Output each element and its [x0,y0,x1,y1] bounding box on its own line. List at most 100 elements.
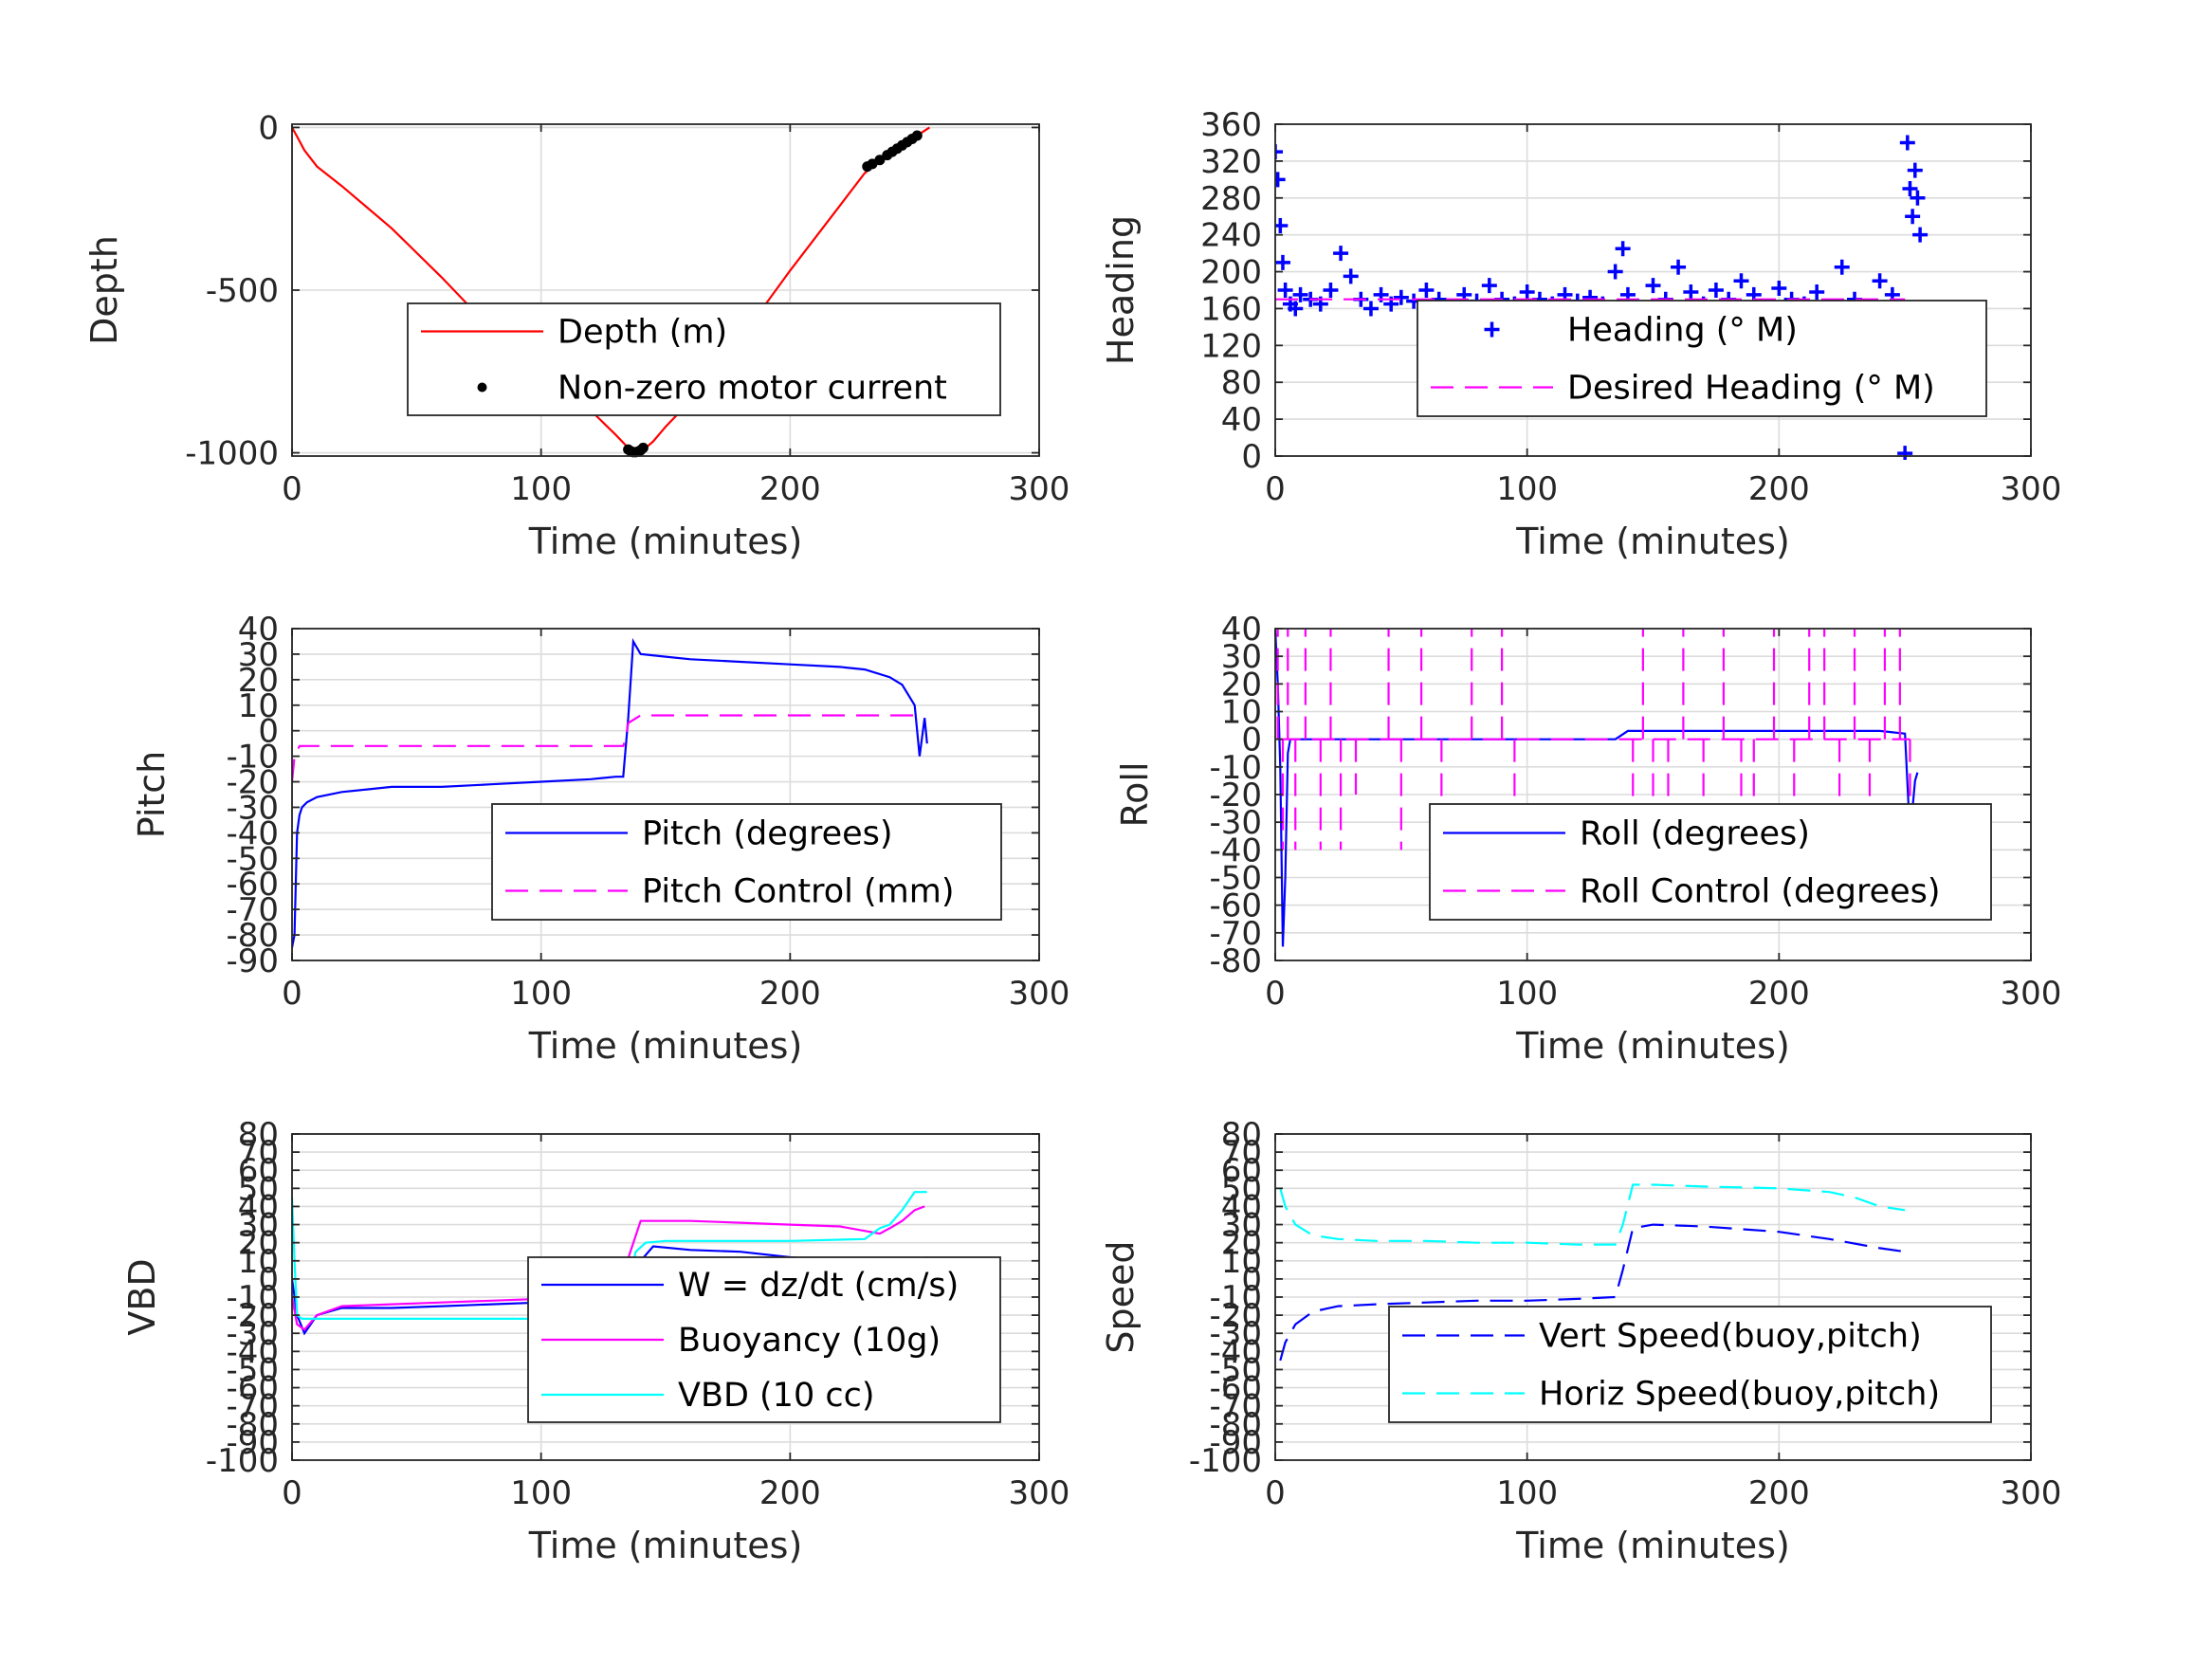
y-tick-label: -40 [226,814,279,852]
legend-box [1417,300,1987,417]
series-group [1279,1183,1906,1362]
y-tick-label: -50 [1209,1351,1262,1389]
y-tick-label: -60 [1209,1370,1262,1408]
y-tick-label: 20 [238,662,279,700]
data-point [1683,283,1699,300]
axes-frame [291,628,1040,961]
y-tick-label: -30 [226,789,279,827]
y-tick-label: 20 [238,1225,279,1263]
data-point [637,442,649,453]
series-line-pitch-1 [292,714,920,782]
y-tick-label: -1000 [185,435,279,473]
x-axis-label: Time (minutes) [1515,521,1790,562]
y-tick-label: 80 [1221,364,1262,402]
y-axis-label: Pitch [131,751,173,839]
series-line-vbd-2 [292,1191,927,1321]
x-tick-label: 300 [1009,975,1070,1013]
y-tick-label: -70 [226,891,279,929]
y-tick-label: 80 [1221,1116,1262,1154]
data-point [1910,190,1926,206]
legend: Heading (° M) Desired Heading (° M) [1417,300,1987,417]
y-tick-label: -500 [206,272,279,310]
chart-depth: 0 100 200 300 0 -500 -1000 Time (minutes) Depth D… [83,109,1069,562]
y-tick-label: -10 [1209,1279,1262,1317]
x-tick-label: 300 [1009,1474,1070,1512]
legend-label: Roll Control (degrees) [1580,873,1941,911]
y-axis-label: VBD [121,1258,163,1335]
legend-box [491,803,1002,921]
data-point [1288,301,1304,317]
chart-vbd: 0 100 200 30080706050403020100-10-20-30-40-… [121,1116,1069,1566]
y-axis-label: Roll [1114,761,1156,827]
legend: Roll (degrees) Roll Control (degrees) [1429,803,1992,921]
data-point [1418,283,1435,298]
data-point [1897,446,1913,460]
data-point [1834,259,1850,275]
y-tick-label: 40 [238,1188,279,1226]
x-axis-label: Time (minutes) [528,521,803,562]
x-tick-label: 0 [282,975,302,1013]
x-tick-label: 0 [282,1474,302,1512]
data-point [1481,278,1497,294]
y-tick-label: 200 [1200,254,1262,292]
y-tick-label: -40 [1209,1333,1262,1371]
y-axis-label: Depth [83,235,125,345]
data-point [1607,264,1623,280]
data-point [1671,259,1687,275]
data-point [1292,286,1308,302]
x-tick-label: 200 [759,1474,821,1512]
x-axis-label: Time (minutes) [1515,1025,1790,1067]
y-tick-label: 40 [1221,1188,1262,1226]
y-tick-label: -10 [226,1279,279,1317]
data-point [1733,273,1749,289]
y-tick-label: -30 [226,1315,279,1353]
data-point [1333,246,1349,262]
y-tick-label: -70 [226,1388,279,1426]
y-tick-label: 40 [1221,611,1262,649]
y-tick-label: 240 [1200,217,1262,255]
legend-label: Horiz Speed(buoy,pitch) [1539,1376,1940,1414]
data-point [874,155,886,166]
x-axis-label: Time (minutes) [528,1025,803,1067]
legend-box [407,302,1001,416]
y-tick-label: -50 [226,840,279,878]
series-line-depth-0 [292,126,931,454]
data-point [1907,162,1923,178]
y-tick-label: 120 [1200,327,1262,365]
y-tick-label: 0 [1241,722,1262,759]
data-point [1519,283,1535,300]
chart-roll: 0 100 200 300403020100-10-20-30-40-50-60-70… [1114,611,2061,1067]
x-tick-label: 100 [510,470,572,508]
x-tick-label: 300 [1009,470,1070,508]
legend-box [1429,803,1992,921]
y-tick-label: 0 [1241,438,1262,476]
x-tick-label: 200 [1748,470,1810,508]
y-tick-label: -60 [226,1370,279,1408]
legend: Pitch (degrees) Pitch Control (mm) [491,803,1002,921]
x-tick-label: 100 [1496,470,1558,508]
x-tick-label: 100 [510,1474,572,1512]
y-tick-label: -10 [1209,749,1262,787]
data-point [1275,172,1286,188]
y-tick-label: -40 [1209,832,1262,869]
series-group [292,637,928,948]
series-line-vbd-1 [292,1205,925,1331]
chart-speed: 0 100 200 30080706050403020100-10-20-30-40-… [1100,1116,2061,1566]
legend-label: Buoyancy (10g) [678,1322,941,1360]
chart-heading: 0 100 200 30004080120160200240280320360Time… [1100,106,2061,562]
data-point [1275,217,1289,233]
data-point [1645,278,1661,294]
y-tick-label: -40 [226,1333,279,1371]
y-tick-label: -20 [1209,1297,1262,1335]
legend: Depth (m) Non-zero motor current [407,302,1001,416]
y-tick-label: -30 [1209,1315,1262,1353]
y-tick-label: -80 [226,1406,279,1444]
y-tick-label: -60 [1209,887,1262,925]
y-tick-label: -100 [206,1442,279,1480]
series-group [1275,628,1919,947]
x-tick-label: 0 [1265,1474,1286,1512]
y-tick-label: -50 [226,1351,279,1389]
axes-frame [1274,123,2032,457]
data-point [1771,281,1787,297]
y-tick-label: 30 [238,1207,279,1245]
